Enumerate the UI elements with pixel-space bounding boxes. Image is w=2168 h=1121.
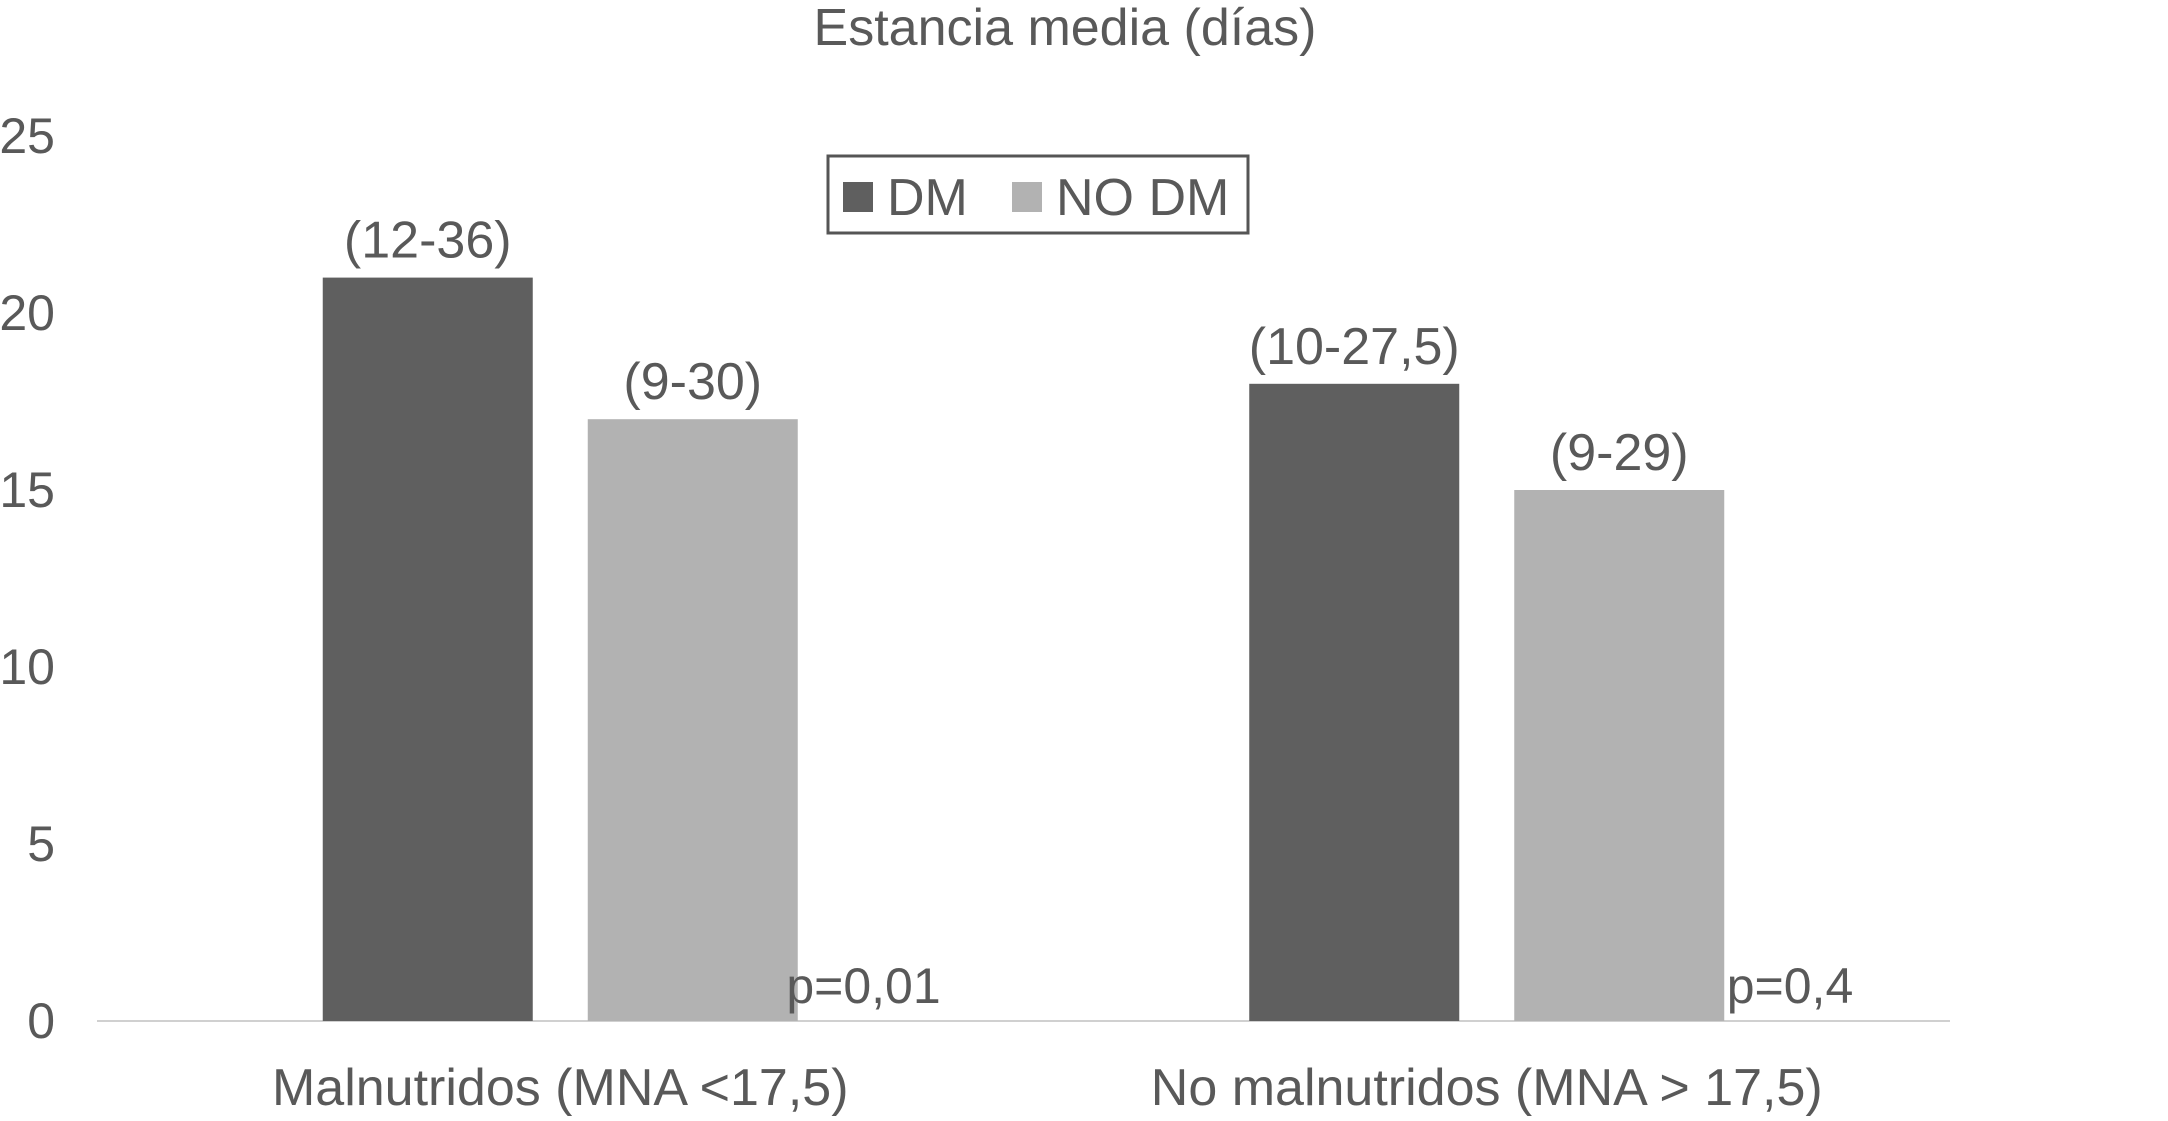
y-tick-label: 25 [0, 108, 55, 164]
bar-no-dm-2 [1514, 490, 1725, 1021]
legend: DM NO DM [826, 154, 1250, 235]
data-label: (10-27,5) [1249, 318, 1460, 376]
category-label: No malnutridos (MNA > 17,5) [1151, 1059, 1823, 1117]
p-value-annotation: p=0,01 [786, 958, 940, 1014]
bar-dm-2 [1249, 383, 1460, 1021]
data-label: (9-29) [1550, 424, 1689, 482]
y-tick-label: 0 [27, 993, 55, 1049]
y-tick-label: 15 [0, 462, 55, 518]
y-tick-label: 10 [0, 639, 55, 695]
legend-swatch [843, 182, 873, 212]
data-label: (9-30) [623, 353, 762, 411]
legend-swatch [1012, 182, 1042, 212]
legend-label: NO DM [1056, 169, 1229, 227]
bars-group [322, 277, 1725, 1022]
bar-dm-1 [322, 277, 533, 1022]
category-label: Malnutridos (MNA <17,5) [272, 1059, 849, 1117]
y-tick-label: 20 [0, 285, 55, 341]
category-labels: Malnutridos (MNA <17,5) No malnutridos (M… [272, 1059, 1823, 1117]
legend-label: DM [887, 169, 968, 227]
data-label: (12-36) [344, 212, 512, 270]
y-tick-label: 5 [27, 816, 55, 872]
chart-title: Estancia media (días) [814, 0, 1317, 57]
bar-labels-group: (12-36) (9-30) (10-27,5) (9-29) [344, 212, 1689, 482]
y-axis-ticks: 0 5 10 15 20 25 [0, 108, 55, 1049]
bar-no-dm-1 [587, 419, 798, 1021]
annotations-group: p=0,01 p=0,4 [786, 958, 1853, 1014]
p-value-annotation: p=0,4 [1727, 958, 1854, 1014]
